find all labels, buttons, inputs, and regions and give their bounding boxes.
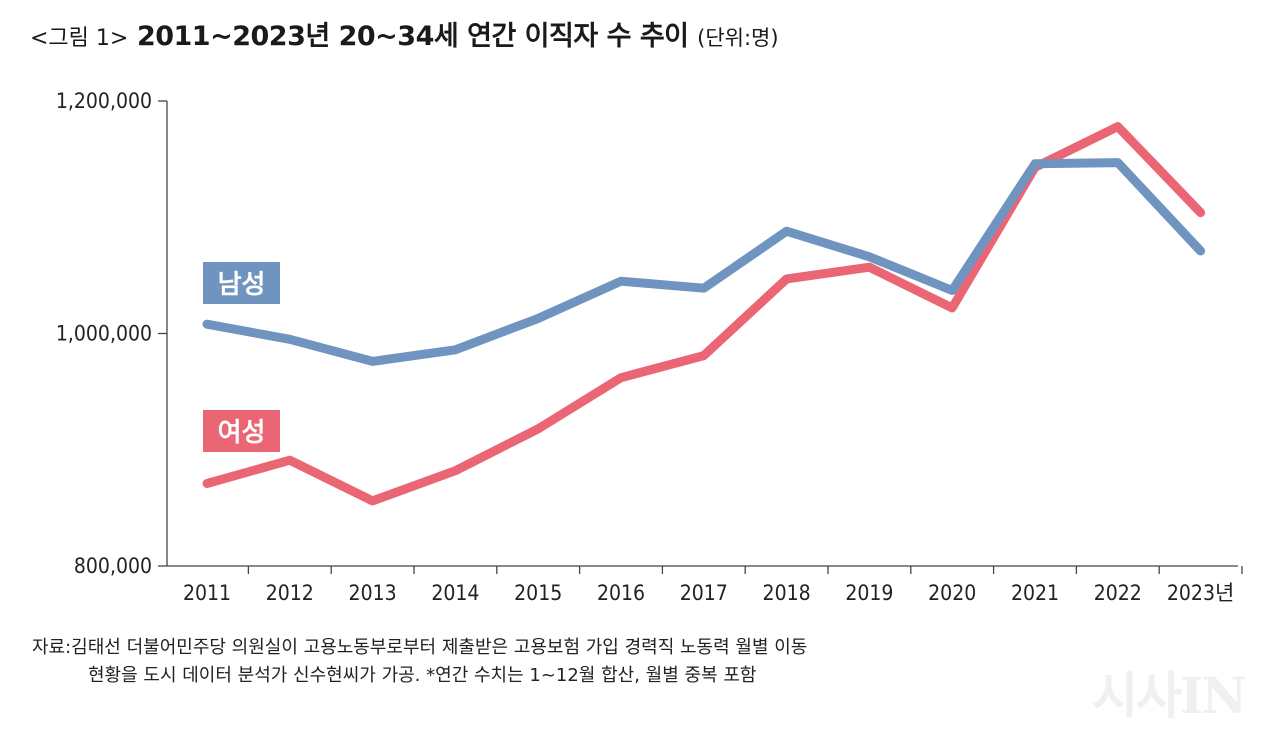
y-tick-label: 1,200,000	[56, 89, 152, 113]
x-tick-label: 2011	[183, 581, 231, 605]
series-line-male	[202, 158, 1206, 366]
x-tick-label: 2023년	[1167, 581, 1234, 605]
x-tick-label: 2015	[514, 581, 562, 605]
line-chart: 800,000 1,000,000 1,200,000 2011 2012 2013 201…	[56, 89, 1243, 605]
source-line-2: 현황을 도시 데이터 분석가 신수현씨가 가공. *연간 수치는 1~12월 합…	[88, 665, 757, 686]
y-tick-label: 800,000	[74, 554, 152, 578]
legend-label-male: 남성	[218, 270, 266, 300]
unit-label: (단위:명)	[697, 26, 779, 50]
legend-box-male	[203, 262, 280, 304]
source-line-1: 자료:김태선 더불어민주당 의원실이 고용노동부로부터 제출받은 고용보험 가입…	[32, 637, 808, 658]
figure-number: <그림 1>	[30, 26, 129, 51]
watermark-logo: 시사IN	[1092, 666, 1247, 725]
legend-box-female	[203, 410, 280, 452]
x-tick-label: 2017	[680, 581, 728, 605]
legend-label-female: 여성	[218, 418, 266, 448]
x-tick-label: 2019	[845, 581, 893, 605]
x-tick-label: 2016	[597, 581, 645, 605]
y-tick-label: 1,000,000	[56, 322, 152, 346]
title-text: 2011~2023년 20~34세 연간 이직자 수 추이	[136, 21, 689, 52]
x-tick-label: 2018	[763, 581, 811, 605]
x-tick-label: 2014	[431, 581, 479, 605]
x-tick-label: 2012	[266, 581, 314, 605]
x-tick-label: 2020	[928, 581, 976, 605]
x-tick-label: 2013	[349, 581, 397, 605]
x-tick-label: 2022	[1094, 581, 1142, 605]
x-tick-label: 2021	[1011, 581, 1059, 605]
chart-title: <그림 1> 2011~2023년 20~34세 연간 이직자 수 추이 (단위…	[30, 14, 779, 53]
series-line-female	[202, 122, 1206, 506]
source-note: 자료:김태선 더불어민주당 의원실이 고용노동부로부터 제출받은 고용보험 가입…	[32, 634, 807, 690]
